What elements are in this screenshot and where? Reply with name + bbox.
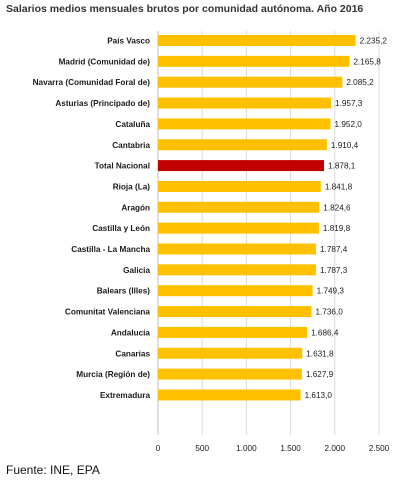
category-label: Comunitat Valenciana <box>65 308 151 317</box>
category-label: Balears (Illes) <box>97 287 151 296</box>
category-label: Madrid (Comunidad de) <box>59 57 151 66</box>
x-tick-label: 2.000 <box>325 444 346 453</box>
category-label: Canarias <box>115 349 150 358</box>
bars <box>158 35 356 401</box>
value-label: 2.085,2 <box>346 78 374 87</box>
bar <box>158 306 312 318</box>
category-label: Aragón <box>121 203 150 212</box>
value-label: 1.819,8 <box>323 224 351 233</box>
category-label: Murcia (Región de) <box>76 370 150 379</box>
x-tick-label: 500 <box>195 444 209 453</box>
bar <box>158 55 350 67</box>
source-note: Fuente: INE, EPA <box>6 463 100 477</box>
category-label: Asturias (Principado de) <box>55 99 150 108</box>
category-label: Cantabria <box>112 141 150 150</box>
bar <box>158 368 302 380</box>
bar <box>158 326 308 338</box>
category-label: Castilla - La Mancha <box>71 245 150 254</box>
value-label: 1.627,9 <box>306 370 334 379</box>
x-tick-label: 1.500 <box>280 444 301 453</box>
category-label: Rioja (La) <box>113 182 151 191</box>
category-label: Total Nacional <box>95 162 150 171</box>
value-label: 1.686,4 <box>311 328 339 337</box>
bar <box>158 243 317 255</box>
category-label: Cataluña <box>115 120 150 129</box>
category-label: Galicia <box>123 266 150 275</box>
bar <box>158 389 301 401</box>
x-tick-label: 0 <box>156 444 161 453</box>
category-label: Extremadura <box>100 391 151 400</box>
value-label: 1.736,0 <box>315 308 343 317</box>
bar <box>158 222 319 234</box>
bar <box>158 285 313 297</box>
value-label: 1.787,3 <box>320 266 348 275</box>
bar <box>158 35 356 46</box>
value-label: 1.824,6 <box>323 203 351 212</box>
category-label: Castilla y León <box>92 224 150 233</box>
value-label: 1.957,3 <box>335 99 363 108</box>
x-tick-label: 2.500 <box>369 444 390 453</box>
value-label: 1.631,8 <box>306 349 334 358</box>
value-label: 1.787,4 <box>320 245 348 254</box>
value-labels: 2.235,2 2.165,8 2.085,2 1.957,3 1.952,0 1.910… <box>305 37 388 400</box>
value-label: 1.841,8 <box>325 182 353 191</box>
value-label: 1.613,0 <box>305 391 333 400</box>
x-tick-label: 1.000 <box>236 444 257 453</box>
bar <box>158 180 321 192</box>
x-tick-labels: 0 500 1.000 1.500 2.000 2.500 <box>156 444 390 453</box>
bar <box>158 264 316 276</box>
value-label: 1.749,3 <box>317 287 345 296</box>
bar-highlight <box>158 160 325 172</box>
value-label: 1.952,0 <box>335 120 363 129</box>
bar <box>158 347 303 359</box>
bar <box>158 201 320 213</box>
bar <box>158 118 331 130</box>
bar <box>158 139 327 151</box>
value-label: 2.235,2 <box>360 37 388 46</box>
bar <box>158 97 332 109</box>
value-label: 1.878,1 <box>328 162 356 171</box>
value-label: 2.165,8 <box>353 57 381 66</box>
chart-title: Salarios medios mensuales brutos por com… <box>6 3 364 15</box>
category-label: País Vasco <box>107 37 150 46</box>
value-label: 1.910,4 <box>331 141 359 150</box>
category-label: Andalucía <box>111 328 151 337</box>
category-labels: País Vasco Madrid (Comunidad de) Navarra (… <box>33 37 151 400</box>
bar <box>158 76 343 88</box>
category-label: Navarra (Comunidad Foral de) <box>33 78 151 87</box>
